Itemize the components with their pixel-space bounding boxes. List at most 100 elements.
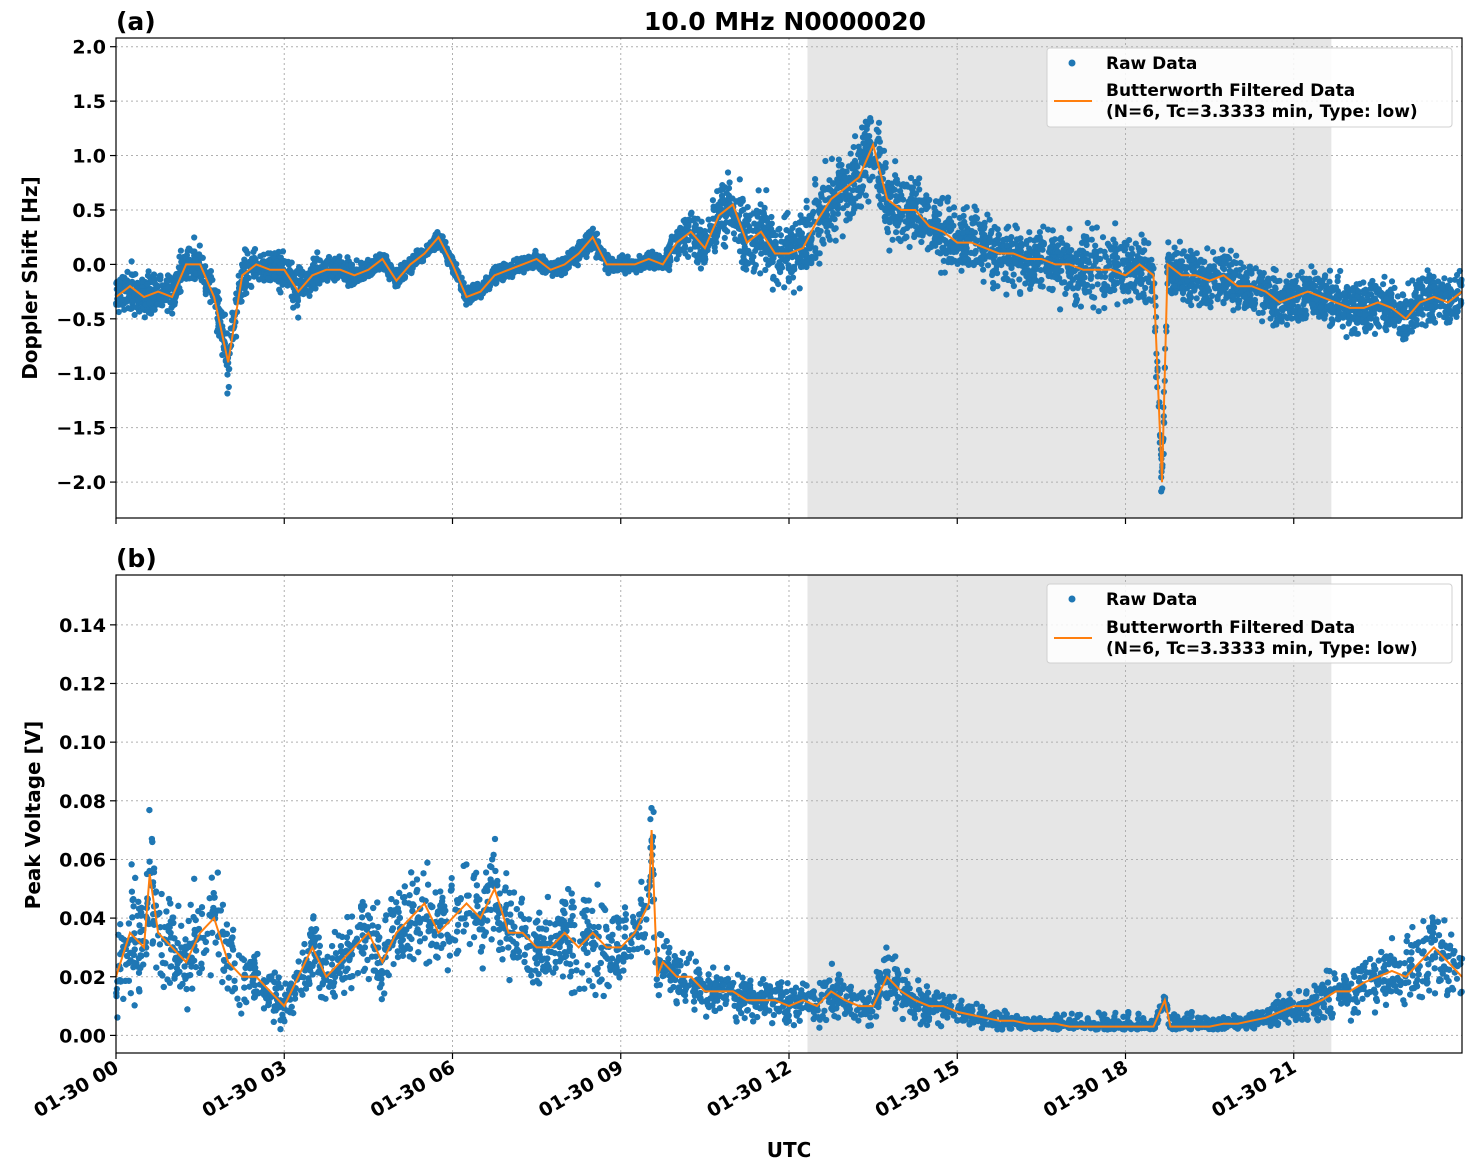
raw-data-point xyxy=(344,254,351,261)
raw-data-point xyxy=(770,275,777,282)
raw-data-point xyxy=(722,213,730,220)
raw-data-point xyxy=(687,211,695,218)
raw-data-point xyxy=(945,217,952,224)
raw-data-point xyxy=(1341,290,1348,297)
raw-data-point xyxy=(885,202,892,209)
raw-data-point xyxy=(1447,277,1454,284)
raw-data-point xyxy=(294,302,301,309)
raw-data-point xyxy=(1010,271,1017,278)
raw-data-point xyxy=(1097,255,1104,263)
raw-data-point xyxy=(772,232,779,239)
raw-data-point xyxy=(1037,267,1044,274)
raw-data-point xyxy=(1371,330,1379,337)
raw-data-point xyxy=(1089,225,1096,232)
raw-data-point xyxy=(1077,271,1084,278)
raw-data-point xyxy=(757,201,764,208)
raw-data-point xyxy=(668,233,675,240)
raw-data-point xyxy=(963,204,970,211)
raw-data-point xyxy=(981,238,988,245)
raw-data-point xyxy=(961,218,968,225)
raw-data-point xyxy=(1283,278,1290,285)
raw-data-point xyxy=(875,135,882,142)
raw-data-point xyxy=(941,269,948,276)
raw-data-point xyxy=(1182,266,1189,273)
raw-data-point xyxy=(531,252,538,259)
raw-data-point xyxy=(1186,292,1193,299)
raw-data-point xyxy=(1075,279,1082,286)
raw-data-point xyxy=(1142,298,1149,305)
raw-data-point xyxy=(1207,304,1214,311)
raw-data-point xyxy=(1118,278,1125,285)
raw-data-point xyxy=(813,199,820,206)
raw-data-point xyxy=(816,260,823,267)
raw-data-point xyxy=(1303,275,1310,282)
raw-data-point xyxy=(1132,240,1139,247)
raw-data-point xyxy=(810,254,817,261)
raw-data-point xyxy=(839,233,846,240)
raw-data-point xyxy=(1137,256,1145,263)
raw-data-point xyxy=(1454,271,1461,279)
raw-data-point xyxy=(1312,282,1319,290)
raw-data-point xyxy=(984,211,991,218)
raw-data-point xyxy=(1267,315,1274,322)
raw-data-point xyxy=(926,196,933,203)
raw-data-point xyxy=(1127,297,1134,304)
raw-data-point xyxy=(970,235,978,242)
raw-data-point xyxy=(1233,252,1240,259)
raw-data-point xyxy=(797,230,805,237)
raw-data-point xyxy=(969,220,976,227)
raw-data-point xyxy=(995,231,1002,238)
raw-data-point xyxy=(902,218,909,225)
raw-data-point xyxy=(133,304,140,311)
raw-data-point xyxy=(707,222,714,229)
raw-data-point xyxy=(1083,241,1090,249)
raw-data-point xyxy=(1272,285,1279,292)
raw-data-point xyxy=(1169,275,1176,282)
raw-data-point xyxy=(740,265,747,272)
raw-data-point xyxy=(893,198,900,205)
raw-data-point xyxy=(135,296,142,304)
raw-data-point xyxy=(869,173,876,180)
raw-data-point xyxy=(687,246,694,253)
raw-data-point xyxy=(1289,300,1296,307)
raw-data-point xyxy=(1049,285,1056,293)
raw-data-point xyxy=(799,219,806,226)
raw-data-point xyxy=(845,192,852,199)
raw-data-point xyxy=(1274,315,1281,323)
raw-data-point xyxy=(1171,283,1178,290)
raw-data-point xyxy=(918,238,925,246)
raw-data-point xyxy=(1236,266,1244,274)
raw-data-point xyxy=(1057,306,1064,313)
raw-data-point xyxy=(1119,257,1126,264)
raw-data-point xyxy=(1120,288,1127,295)
raw-data-point xyxy=(1026,229,1033,236)
raw-data-point xyxy=(1045,226,1052,233)
raw-data-point xyxy=(129,298,136,305)
raw-data-point xyxy=(1345,320,1352,327)
raw-data-point xyxy=(1230,307,1237,314)
raw-data-point xyxy=(892,213,899,221)
raw-data-point xyxy=(1016,276,1023,283)
raw-data-point xyxy=(1165,239,1172,246)
raw-data-point xyxy=(769,286,776,293)
raw-data-point xyxy=(257,253,264,260)
raw-data-point xyxy=(1311,269,1318,276)
raw-data-point xyxy=(666,267,673,274)
raw-data-point xyxy=(746,223,753,230)
raw-data-point xyxy=(761,204,768,211)
raw-data-point xyxy=(1090,262,1097,269)
raw-data-point xyxy=(1381,273,1388,280)
raw-data-point xyxy=(870,159,878,166)
raw-data-point xyxy=(950,204,958,211)
raw-data-point xyxy=(144,272,152,279)
raw-data-point xyxy=(1091,248,1098,255)
raw-data-point xyxy=(1010,282,1018,290)
raw-data-point xyxy=(762,266,769,274)
raw-data-point xyxy=(1255,309,1262,317)
raw-data-point xyxy=(1004,258,1012,265)
raw-data-point xyxy=(242,275,249,282)
raw-data-point xyxy=(168,304,175,311)
raw-data-point xyxy=(150,306,157,313)
raw-data-point xyxy=(1355,288,1362,295)
raw-data-point xyxy=(1326,285,1333,292)
